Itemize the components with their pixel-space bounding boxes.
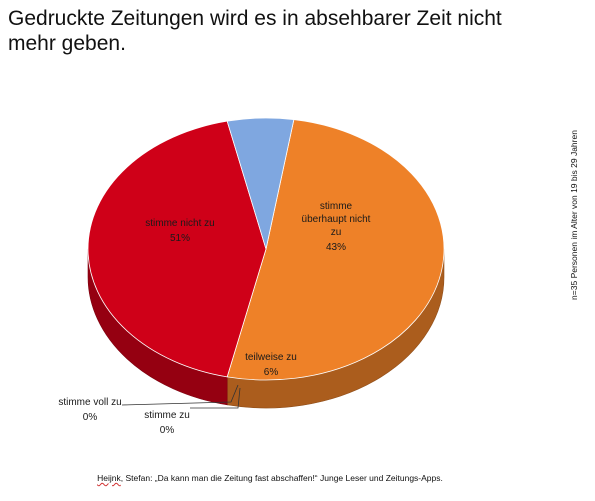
slice-value-stimme-nicht-zu: 51%	[170, 233, 190, 244]
chart-title: Gedruckte Zeitungen wird es in absehbare…	[8, 7, 502, 55]
pie-top	[87, 117, 445, 381]
leader-line-stimme-zu	[190, 387, 241, 409]
source-citation: Heijnk, Stefan: „Da kann man die Zeitung…	[70, 473, 470, 484]
citation-author: Heijnk	[97, 473, 121, 483]
slice-stimme-berhaupt-nicht-zu	[87, 120, 267, 378]
slice-stimme-nicht-zu	[226, 119, 445, 381]
slice-value-stimme-voll-zu: 0%	[83, 412, 98, 423]
leader-lines	[121, 384, 241, 409]
slice-value-stimme-zu: 0%	[160, 425, 175, 436]
slice-label-teilweise-zu: teilweise zu	[245, 352, 297, 363]
sample-note: n=35 Personen im Alter von 19 bis 29 Jah…	[569, 130, 579, 300]
slice-label-stimme-berhaupt-nicht-zu: stimme überhaupt nicht zu	[302, 201, 371, 238]
slice-value-stimme-berhaupt-nicht-zu: 43%	[326, 242, 346, 253]
leader-line-stimme-voll-zu	[121, 384, 239, 406]
slice-value-teilweise-zu: 6%	[264, 367, 279, 378]
slice-label-stimme-nicht-zu: stimme nicht zu	[145, 218, 214, 229]
slice-labels: stimme nicht zu 51% stimme überhaupt nicht z…	[58, 201, 370, 436]
slice-teilweise-zu	[226, 117, 295, 250]
citation-text: , Stefan: „Da kann man die Zeitung fast …	[120, 473, 443, 483]
slice-label-stimme-voll-zu: stimme voll zu	[58, 397, 121, 408]
slice-label-stimme-zu: stimme zu	[144, 410, 190, 421]
